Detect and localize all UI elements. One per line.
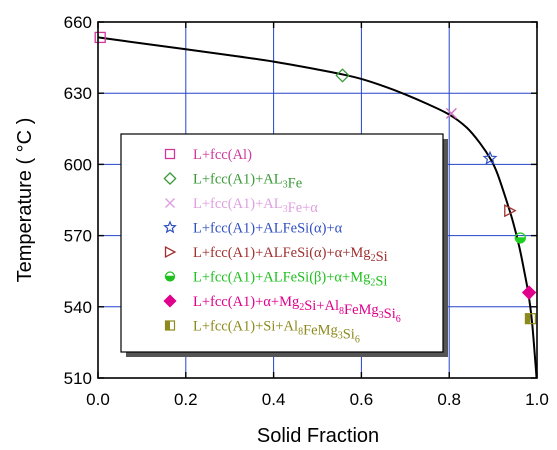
triangle-right-open-marker xyxy=(504,204,517,218)
legend-entry: L+fcc(A1)+ALFeSi(α)+α+Mg2Si xyxy=(164,245,388,265)
legend-text-part: L+fcc(A1)+α+Mg xyxy=(193,294,299,310)
diamond-filled-marker xyxy=(163,294,177,308)
circle-half-marker xyxy=(514,232,526,244)
star-open-marker xyxy=(163,220,177,234)
legend-label: L+fcc(Al) xyxy=(193,147,252,163)
x-tick-label: 0.2 xyxy=(174,390,198,409)
data-markers xyxy=(94,31,537,325)
diamond-open-marker xyxy=(335,68,350,83)
legend-subscript: 8 xyxy=(339,306,344,317)
square-half-marker xyxy=(164,320,176,331)
legend-label: L+fcc(A1)+ALFeSi(α)+α xyxy=(193,221,343,237)
legend-text-part: FeMg xyxy=(344,302,379,318)
x-tick-label: 0.8 xyxy=(437,390,461,409)
legend-label: L+fcc(A1)+ALFeSi(β)+α+Mg2Si xyxy=(193,270,387,290)
axes xyxy=(97,21,538,379)
y-axis-title-suffix: ) xyxy=(14,118,36,130)
y-tick-label: 570 xyxy=(64,227,92,246)
x-tick-label: 0.0 xyxy=(86,390,110,409)
legend-subscript: 3 xyxy=(379,310,384,321)
y-tick-label: 600 xyxy=(64,155,92,174)
star-open-marker xyxy=(482,150,498,165)
y-tick-label: 660 xyxy=(64,13,92,32)
square-open-marker xyxy=(94,31,106,44)
solidification-curve xyxy=(97,36,538,379)
legend: L+fcc(Al)L+fcc(A1)+AL3FeL+fcc(A1)+AL3Fe+… xyxy=(120,133,448,357)
legend-text-part: L+fcc(A1)+AL xyxy=(193,172,283,188)
cross-marker xyxy=(445,107,457,119)
legend-subscript: 6 xyxy=(396,314,401,325)
square-open-marker xyxy=(164,148,176,160)
legend-text-part: Si xyxy=(384,306,396,322)
diamond-open-marker xyxy=(163,171,177,186)
legend-subscript: 2 xyxy=(370,278,375,289)
legend-entry: L+fcc(Al) xyxy=(164,147,252,163)
legend-entry: L+fcc(A1)+Si+Al8FeMg3Si6 xyxy=(164,319,360,346)
legend-text-part: Si xyxy=(343,327,355,343)
legend-text-part: L+fcc(A1)+ALFeSi(β)+α+Mg xyxy=(193,270,370,286)
legend-entry: L+fcc(A1)+ALFeSi(β)+α+Mg2Si xyxy=(164,270,387,290)
legend-box xyxy=(120,133,444,353)
legend-label: L+fcc(A1)+ALFeSi(α)+α+Mg2Si xyxy=(193,245,388,265)
square-half-marker xyxy=(524,313,537,325)
diamond-filled-marker xyxy=(521,285,537,300)
x-tick-label: 0.4 xyxy=(262,390,286,409)
y-tick-label: 510 xyxy=(64,369,92,388)
y-axis-title: Temperature ( °C ) xyxy=(14,118,36,283)
plot-frame xyxy=(97,21,538,379)
legend-entry: L+fcc(A1)+AL3Fe xyxy=(163,171,302,192)
cross-marker xyxy=(165,198,175,208)
legend-text-part: Fe+α xyxy=(288,200,319,216)
legend-text-part: L+fcc(A1)+AL xyxy=(193,196,283,212)
legend-text-part: Si+Al xyxy=(304,298,339,314)
y-tick-label: 540 xyxy=(64,298,92,317)
legend-text-part: Si xyxy=(376,249,388,265)
circle-half-marker xyxy=(164,271,176,282)
legend-subscript: 3 xyxy=(283,204,288,215)
legend-subscript: 8 xyxy=(298,327,303,338)
legend-text-part: L+fcc(Al) xyxy=(193,147,252,163)
x-axis-title: Solid Fraction xyxy=(257,425,379,447)
legend-subscript: 3 xyxy=(338,331,343,342)
x-tick-label: 1.0 xyxy=(525,390,549,409)
y-axis-title-unit: °C xyxy=(14,130,36,152)
legend-label: L+fcc(A1)+AL3Fe+α xyxy=(193,196,318,216)
legend-text-part: Fe xyxy=(288,176,303,192)
curve xyxy=(97,36,538,379)
x-tick-label: 0.6 xyxy=(350,390,374,409)
legend-entry: L+fcc(A1)+AL3Fe+α xyxy=(165,196,318,216)
legend-entry: L+fcc(A1)+ALFeSi(α)+α xyxy=(163,220,343,237)
legend-text-part: FeMg xyxy=(303,323,338,339)
legend-text-part: L+fcc(A1)+Si+Al xyxy=(193,319,298,335)
tick-labels: 0.0 0.2 0.4 0.6 0.8 1.0 510 540 570 600 630 660 xyxy=(64,13,549,409)
triangle-right-open-marker xyxy=(164,245,177,259)
legend-text-part: L+fcc(A1)+ALFeSi(α)+α+Mg xyxy=(193,245,371,261)
legend-text-part: L+fcc(A1)+ALFeSi(α)+α xyxy=(193,221,343,237)
y-axis-title-prefix: Temperature ( xyxy=(14,152,36,282)
legend-subscript: 2 xyxy=(299,302,304,313)
legend-subscript: 6 xyxy=(355,335,360,346)
legend-label: L+fcc(A1)+Si+Al8FeMg3Si6 xyxy=(193,319,360,346)
legend-subscript: 2 xyxy=(371,253,376,264)
legend-label: L+fcc(A1)+α+Mg2Si+Al8FeMg3Si6 xyxy=(193,294,401,325)
legend-text-part: Si xyxy=(375,274,387,290)
legend-label: L+fcc(A1)+AL3Fe xyxy=(193,172,302,192)
legend-entry: L+fcc(A1)+α+Mg2Si+Al8FeMg3Si6 xyxy=(163,294,401,325)
legend-subscript: 3 xyxy=(283,180,288,191)
y-tick-label: 630 xyxy=(64,84,92,103)
